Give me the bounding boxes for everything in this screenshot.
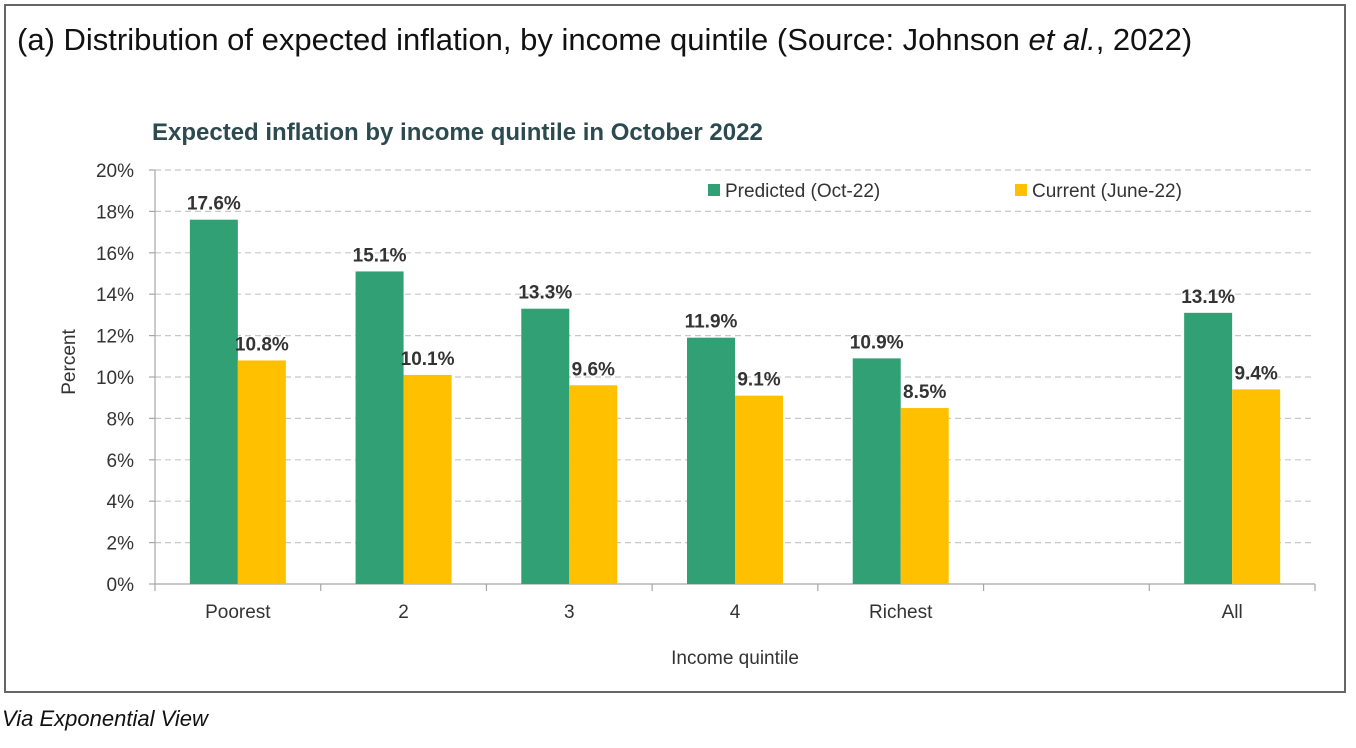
figure-title-prefix: (a) Distribution of expected inflation, …	[17, 22, 1029, 57]
bar	[900, 408, 949, 584]
y-tick-label: 8%	[107, 409, 135, 430]
y-tick-label: 18%	[96, 202, 134, 223]
bar	[1184, 312, 1233, 584]
y-tick-label: 6%	[107, 451, 135, 472]
x-tick-label: 3	[564, 602, 575, 623]
x-tick-label: 4	[730, 602, 741, 623]
data-label: 9.1%	[737, 370, 780, 391]
bar	[355, 271, 404, 584]
chart-title: Expected inflation by income quintile in…	[152, 119, 763, 146]
bar	[521, 308, 570, 584]
bar	[687, 337, 735, 584]
y-tick-label: 10%	[96, 368, 134, 389]
figure-title: (a) Distribution of expected inflation, …	[17, 22, 1192, 58]
y-tick-label: 16%	[96, 244, 134, 265]
x-tick-label: 2	[398, 602, 409, 623]
x-axis-title: Income quintile	[671, 648, 799, 669]
y-tick-label: 4%	[107, 492, 135, 513]
bar	[237, 360, 286, 584]
legend-swatch	[1015, 184, 1027, 196]
bar	[852, 358, 901, 584]
bar	[1232, 389, 1281, 584]
y-tick-label: 20%	[96, 161, 134, 182]
data-label: 11.9%	[685, 312, 738, 333]
data-label: 10.9%	[850, 332, 904, 353]
figure-title-suffix: , 2022)	[1095, 22, 1193, 57]
x-tick-label: Poorest	[205, 602, 271, 623]
bar	[735, 395, 783, 584]
figure-title-italic: et al.	[1028, 22, 1096, 57]
x-tick-label: Richest	[869, 602, 933, 623]
data-label: 10.8%	[235, 334, 289, 355]
bar	[189, 219, 238, 584]
y-tick-label: 0%	[107, 575, 135, 596]
legend-swatch	[708, 184, 720, 196]
data-label: 13.3%	[518, 283, 572, 304]
data-label: 10.1%	[401, 349, 455, 370]
y-tick-label: 14%	[96, 285, 134, 306]
legend-label: Predicted (Oct-22)	[725, 181, 880, 202]
data-label: 9.6%	[572, 359, 615, 380]
data-label: 17.6%	[187, 194, 241, 215]
bar	[403, 374, 452, 584]
y-tick-label: 12%	[96, 327, 134, 348]
legend-label: Current (June-22)	[1032, 181, 1182, 202]
data-label: 15.1%	[353, 245, 407, 266]
x-tick-label: All	[1222, 602, 1243, 623]
data-label: 9.4%	[1234, 363, 1277, 384]
data-label: 8.5%	[903, 382, 946, 403]
y-axis-title: Percent	[59, 329, 80, 395]
y-tick-label: 2%	[107, 534, 135, 555]
caption: Via Exponential View	[2, 706, 208, 731]
data-label: 13.1%	[1181, 287, 1235, 308]
bar	[569, 385, 618, 584]
